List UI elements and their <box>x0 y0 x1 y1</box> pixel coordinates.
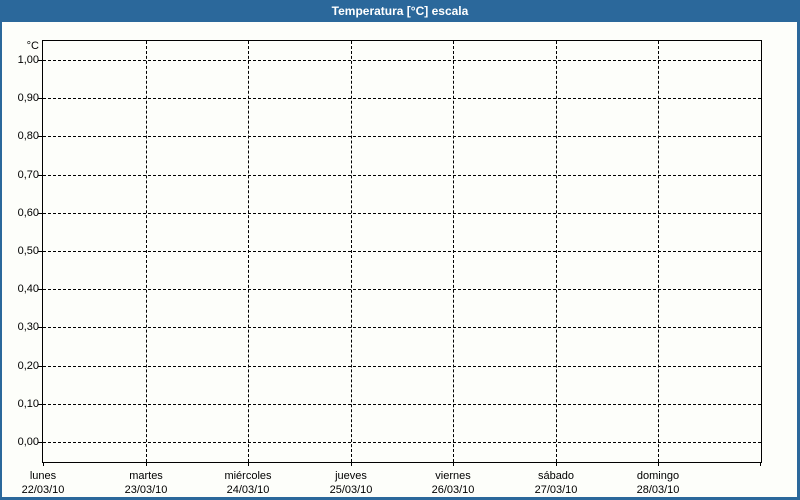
y-axis-tick <box>38 60 43 61</box>
x-axis-tick <box>146 462 147 466</box>
x-day-label: miércoles <box>224 470 272 482</box>
y-axis-tick <box>38 366 43 367</box>
y-tick-label: 0,40 <box>17 283 39 295</box>
x-day-label: viernes <box>435 470 471 482</box>
x-date-label: 24/03/10 <box>226 484 270 496</box>
h-gridline <box>43 213 761 214</box>
y-axis-tick <box>38 175 43 176</box>
x-axis-tick <box>760 462 761 466</box>
y-tick-label: 0,20 <box>17 360 39 372</box>
x-axis-tick <box>658 462 659 466</box>
h-gridline <box>43 404 761 405</box>
x-axis-tick <box>43 462 44 466</box>
h-gridline <box>43 251 761 252</box>
y-tick-label: 0,10 <box>17 398 39 410</box>
y-axis-tick <box>38 442 43 443</box>
y-tick-label: 0,70 <box>17 169 39 181</box>
y-tick-label: 0,80 <box>17 130 39 142</box>
chart-title: Temperatura [°C] escala <box>331 4 469 18</box>
x-day-label: domingo <box>636 470 680 482</box>
y-axis-tick <box>38 289 43 290</box>
y-tick-label: 0,30 <box>17 321 39 333</box>
y-axis-tick <box>38 98 43 99</box>
h-gridline <box>43 366 761 367</box>
v-gridline <box>658 41 659 462</box>
y-axis-tick <box>38 251 43 252</box>
x-axis-tick <box>351 462 352 466</box>
y-axis-tick <box>38 213 43 214</box>
y-axis-tick <box>38 327 43 328</box>
y-axis-unit-label: °C <box>26 40 39 52</box>
h-gridline <box>43 327 761 328</box>
h-gridline <box>43 289 761 290</box>
v-gridline <box>146 41 147 462</box>
chart-content-area: °C 1,00 0,90 0,80 0,70 0,60 0,50 0,40 0,30 0,20 0… <box>2 22 797 497</box>
x-axis-tick <box>453 462 454 466</box>
y-axis-tick <box>38 136 43 137</box>
v-gridline <box>556 41 557 462</box>
h-gridline <box>43 175 761 176</box>
h-gridline <box>43 60 761 61</box>
window-titlebar: Temperatura [°C] escala <box>0 0 800 22</box>
v-gridline <box>351 41 352 462</box>
y-tick-label: 0,60 <box>17 207 39 219</box>
x-day-label: sábado <box>537 470 575 482</box>
h-gridline <box>43 136 761 137</box>
plot-area: °C 1,00 0,90 0,80 0,70 0,60 0,50 0,40 0,30 0,20 0… <box>18 40 762 496</box>
h-gridline <box>43 98 761 99</box>
y-tick-label: 0,00 <box>17 436 39 448</box>
y-tick-label: 1,00 <box>17 54 39 66</box>
h-gridline <box>43 442 761 443</box>
x-date-label: 27/03/10 <box>534 484 578 496</box>
x-day-label: lunes <box>29 470 57 482</box>
x-day-label: jueves <box>335 470 367 482</box>
x-date-label: 22/03/10 <box>21 484 65 496</box>
x-date-label: 26/03/10 <box>431 484 475 496</box>
x-axis-tick <box>556 462 557 466</box>
x-date-label: 25/03/10 <box>329 484 373 496</box>
v-gridline <box>248 41 249 462</box>
y-tick-label: 0,90 <box>17 92 39 104</box>
x-day-label: martes <box>129 470 163 482</box>
x-date-label: 28/03/10 <box>636 484 680 496</box>
x-axis-tick <box>248 462 249 466</box>
v-gridline <box>453 41 454 462</box>
x-date-label: 23/03/10 <box>124 484 168 496</box>
y-axis-tick <box>38 404 43 405</box>
y-tick-label: 0,50 <box>17 245 39 257</box>
